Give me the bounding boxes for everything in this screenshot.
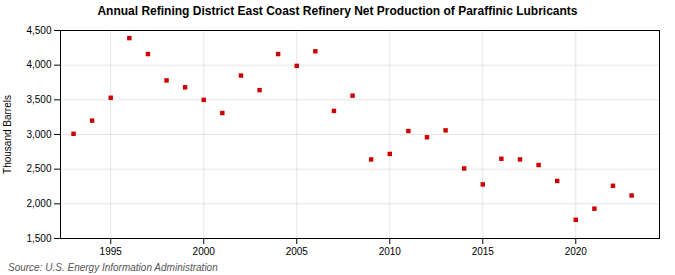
svg-text:2020: 2020 [565,246,588,257]
svg-text:1995: 1995 [100,246,123,257]
svg-text:2005: 2005 [286,246,309,257]
svg-text:2,500: 2,500 [26,163,51,174]
svg-text:2000: 2000 [193,246,216,257]
html-text:Source: U.S. Energy Informatio: Source: U.S. Energy Information Administ… [8,262,218,273]
svg-text:Thousand Barrels: Thousand Barrels [2,95,13,174]
svg-text:2010: 2010 [379,246,402,257]
svg-text:3,500: 3,500 [26,94,51,105]
svg-text:2015: 2015 [472,246,495,257]
html-text:Annual Refining District East: Annual Refining District East Coast Refi… [97,4,578,18]
svg-text:1,500: 1,500 [26,233,51,244]
svg-text:4,500: 4,500 [26,25,51,36]
svg-text:3,000: 3,000 [26,129,51,140]
svg-text:4,000: 4,000 [26,59,51,70]
svg-text:2,000: 2,000 [26,198,51,209]
